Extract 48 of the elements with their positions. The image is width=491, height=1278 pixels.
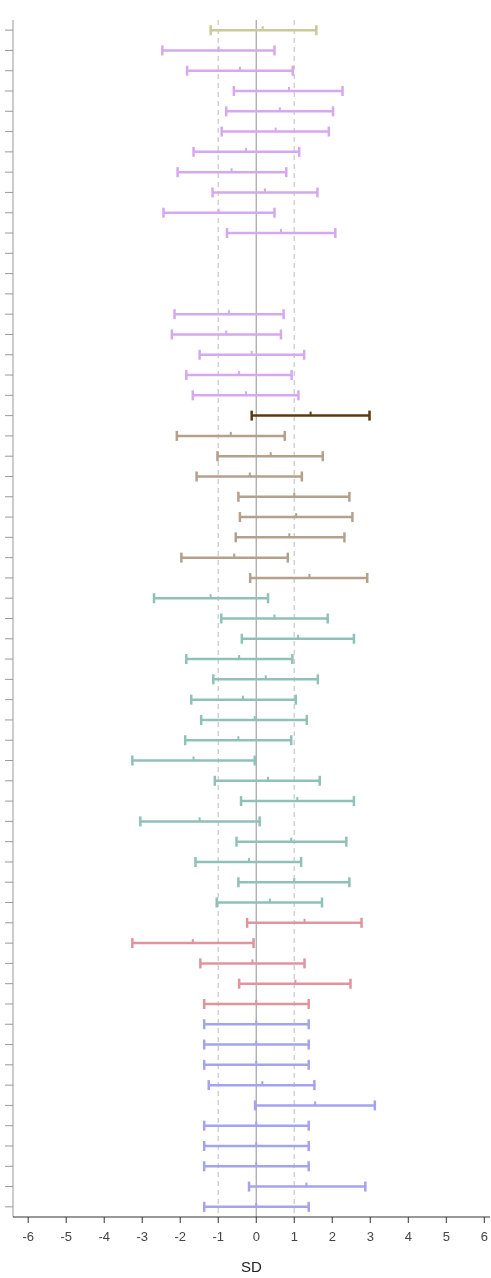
point xyxy=(293,492,296,497)
point xyxy=(233,553,236,558)
x-tick-label: 5 xyxy=(442,1229,450,1244)
x-tick-label: 4 xyxy=(404,1229,412,1244)
point xyxy=(314,1101,317,1106)
point xyxy=(250,350,253,355)
point xyxy=(273,614,276,619)
point xyxy=(255,1040,258,1045)
point xyxy=(253,715,256,720)
x-tick-label: 2 xyxy=(328,1229,336,1244)
x-tick-label: -6 xyxy=(22,1229,34,1244)
point xyxy=(255,1202,258,1207)
x-axis-title: SD xyxy=(241,1258,263,1275)
x-tick-label: 1 xyxy=(290,1229,298,1244)
point xyxy=(305,1182,308,1187)
point xyxy=(255,1141,258,1146)
point xyxy=(217,208,220,213)
point xyxy=(308,573,311,578)
point xyxy=(244,147,247,152)
point xyxy=(198,817,201,822)
x-tick-label: -5 xyxy=(60,1229,72,1244)
point xyxy=(238,66,241,71)
point xyxy=(290,837,293,842)
point xyxy=(229,431,232,436)
point xyxy=(217,46,220,51)
x-tick-label: -4 xyxy=(98,1229,110,1244)
point xyxy=(192,756,195,761)
x-tick-label: -1 xyxy=(212,1229,225,1244)
point xyxy=(274,127,277,132)
point xyxy=(303,918,306,923)
point xyxy=(248,472,251,477)
point xyxy=(255,999,258,1004)
point xyxy=(297,634,300,639)
point xyxy=(241,695,244,700)
point xyxy=(268,898,271,903)
point xyxy=(225,330,228,335)
point xyxy=(309,411,312,416)
x-tick-label: 0 xyxy=(252,1229,260,1244)
point xyxy=(263,188,266,193)
point xyxy=(294,979,297,984)
point xyxy=(255,1060,258,1065)
point xyxy=(251,959,254,964)
x-tick-label: 3 xyxy=(366,1229,374,1244)
x-tick-label: 6 xyxy=(480,1229,488,1244)
point xyxy=(255,1121,258,1126)
x-tick-label: -2 xyxy=(174,1229,187,1244)
x-tick-label: -3 xyxy=(136,1229,149,1244)
point xyxy=(267,776,270,781)
